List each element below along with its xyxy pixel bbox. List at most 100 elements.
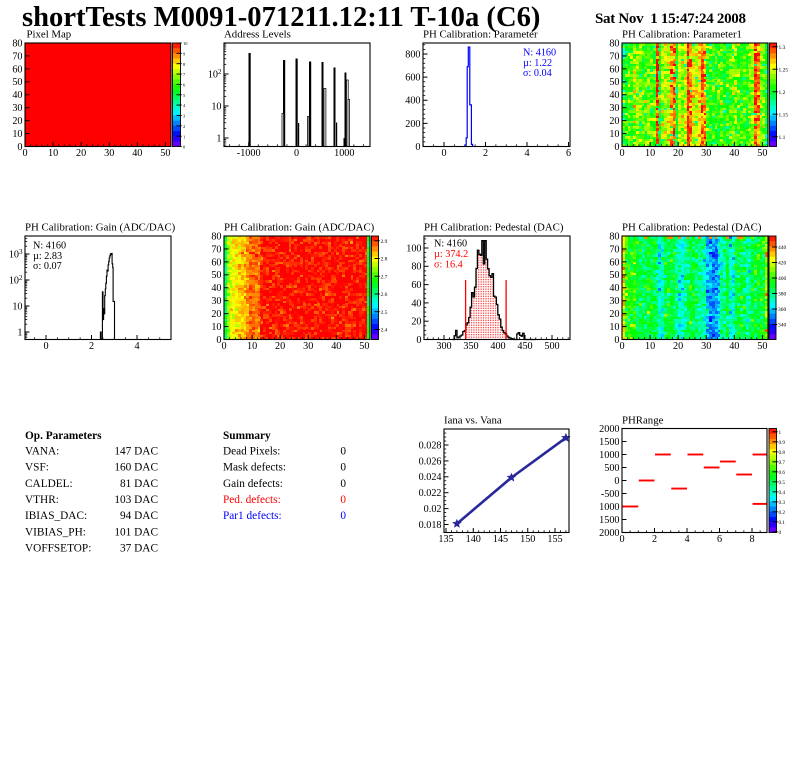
svg-text:30: 30 [701, 148, 711, 159]
svg-text:101 DAC: 101 DAC [114, 526, 158, 538]
svg-text:CALDEL:: CALDEL: [25, 478, 73, 490]
svg-text:80: 80 [12, 38, 22, 49]
svg-text:1: 1 [779, 430, 782, 436]
svg-text:420: 420 [778, 261, 787, 267]
svg-text:2: 2 [652, 534, 657, 545]
svg-text:10: 10 [247, 341, 257, 352]
svg-text:0: 0 [415, 142, 420, 153]
svg-text:2000: 2000 [599, 424, 619, 435]
svg-text:50: 50 [609, 77, 619, 88]
svg-text:VTHR:: VTHR: [25, 494, 59, 506]
svg-text:60: 60 [12, 64, 22, 75]
svg-text:10: 10 [211, 101, 221, 112]
svg-text:80: 80 [609, 231, 619, 242]
svg-text:155: 155 [547, 534, 562, 545]
svg-text:4: 4 [183, 103, 186, 108]
svg-text:800: 800 [405, 49, 420, 60]
svg-text:6: 6 [183, 83, 186, 88]
svg-text:0.7: 0.7 [779, 460, 786, 466]
svg-text:10: 10 [645, 148, 655, 159]
svg-text:VOFFSETOP:: VOFFSETOP: [25, 543, 91, 555]
svg-text:0.026: 0.026 [419, 456, 442, 467]
svg-text:50: 50 [211, 270, 221, 281]
svg-text:10: 10 [211, 322, 221, 333]
svg-text:Mask defects:: Mask defects: [223, 462, 286, 474]
svg-text:70: 70 [12, 51, 22, 62]
svg-text:500: 500 [544, 341, 559, 352]
svg-text:PH Calibration: Pedestal (DAC): PH Calibration: Pedestal (DAC) [622, 222, 762, 234]
svg-text:N: 4160: N: 4160 [523, 48, 556, 59]
svg-text:IBIAS_DAC:: IBIAS_DAC: [25, 510, 87, 522]
svg-text:3: 3 [183, 114, 186, 119]
svg-text:PH Calibration: Parameter1: PH Calibration: Parameter1 [622, 29, 742, 41]
svg-text:1.15: 1.15 [779, 112, 789, 118]
svg-text:VSF:: VSF: [25, 462, 49, 474]
svg-text:200: 200 [405, 119, 420, 130]
svg-text:40: 40 [331, 341, 341, 352]
svg-text:30: 30 [303, 341, 313, 352]
svg-text:0: 0 [619, 341, 624, 352]
svg-text:PHRange: PHRange [622, 415, 664, 427]
svg-text:1.2: 1.2 [779, 90, 786, 96]
svg-text:VIBIAS_PH:: VIBIAS_PH: [25, 526, 86, 538]
svg-text:40: 40 [609, 283, 619, 294]
svg-text:10: 10 [183, 41, 188, 46]
svg-text:80: 80 [411, 262, 421, 273]
svg-text:500: 500 [604, 463, 619, 474]
svg-text:0: 0 [779, 530, 782, 536]
svg-text:2: 2 [483, 148, 488, 159]
svg-text:0: 0 [43, 341, 48, 352]
svg-text:Summary: Summary [223, 430, 271, 442]
svg-text:1000: 1000 [599, 450, 619, 461]
svg-text:5: 5 [183, 93, 186, 98]
svg-text:1: 1 [183, 134, 185, 139]
svg-text:10: 10 [48, 148, 58, 159]
svg-text:40: 40 [729, 341, 739, 352]
svg-text:0: 0 [614, 476, 619, 487]
svg-text:2.7: 2.7 [381, 274, 388, 280]
svg-text:10: 10 [12, 301, 22, 312]
svg-text:Ped. defects:: Ped. defects: [223, 494, 281, 506]
svg-text:PH Calibration: Pedestal (DAC): PH Calibration: Pedestal (DAC) [424, 222, 564, 234]
svg-text:50: 50 [757, 341, 767, 352]
svg-text:shortTests M0091-071211.12:11: shortTests M0091-071211.12:11 T-10a (C6) [22, 2, 540, 33]
svg-text:50: 50 [609, 270, 619, 281]
svg-text:30: 30 [211, 296, 221, 307]
svg-text:340: 340 [778, 323, 787, 329]
svg-text:0.02: 0.02 [424, 504, 442, 515]
svg-text:40: 40 [729, 148, 739, 159]
svg-text:10: 10 [12, 129, 22, 140]
svg-text:30: 30 [12, 103, 22, 114]
svg-text:2.4: 2.4 [381, 328, 388, 334]
svg-text:-1000: -1000 [237, 148, 261, 159]
svg-text:2.9: 2.9 [381, 239, 388, 245]
svg-text:0.4: 0.4 [779, 490, 786, 496]
svg-text:0.5: 0.5 [779, 480, 786, 486]
svg-text:30: 30 [609, 296, 619, 307]
svg-text:0.022: 0.022 [419, 488, 442, 499]
svg-text:2.6: 2.6 [381, 292, 388, 298]
svg-text:0: 0 [340, 445, 346, 457]
svg-text:σ: 16.4: σ: 16.4 [434, 260, 463, 271]
svg-text:9: 9 [183, 51, 186, 56]
svg-text:0.6: 0.6 [779, 470, 786, 476]
svg-text:70: 70 [609, 51, 619, 62]
svg-text:0.028: 0.028 [419, 440, 442, 451]
svg-text:6: 6 [717, 534, 722, 545]
svg-text:40: 40 [411, 298, 421, 309]
svg-text:0: 0 [22, 148, 27, 159]
svg-text:2.8: 2.8 [381, 257, 388, 263]
svg-text:Gain defects:: Gain defects: [223, 478, 283, 490]
svg-text:0.018: 0.018 [419, 520, 442, 531]
svg-text:300: 300 [436, 341, 451, 352]
svg-text:10: 10 [645, 341, 655, 352]
svg-text:PH Calibration: Gain (ADC/DAC): PH Calibration: Gain (ADC/DAC) [224, 222, 375, 234]
svg-text:103 DAC: 103 DAC [114, 494, 158, 506]
svg-text:80: 80 [609, 38, 619, 49]
svg-text:0.3: 0.3 [779, 500, 786, 506]
svg-text:50: 50 [160, 148, 170, 159]
svg-text:140: 140 [466, 534, 481, 545]
svg-text:145: 145 [493, 534, 508, 545]
svg-text:380: 380 [778, 292, 787, 298]
svg-text:20: 20 [12, 116, 22, 127]
